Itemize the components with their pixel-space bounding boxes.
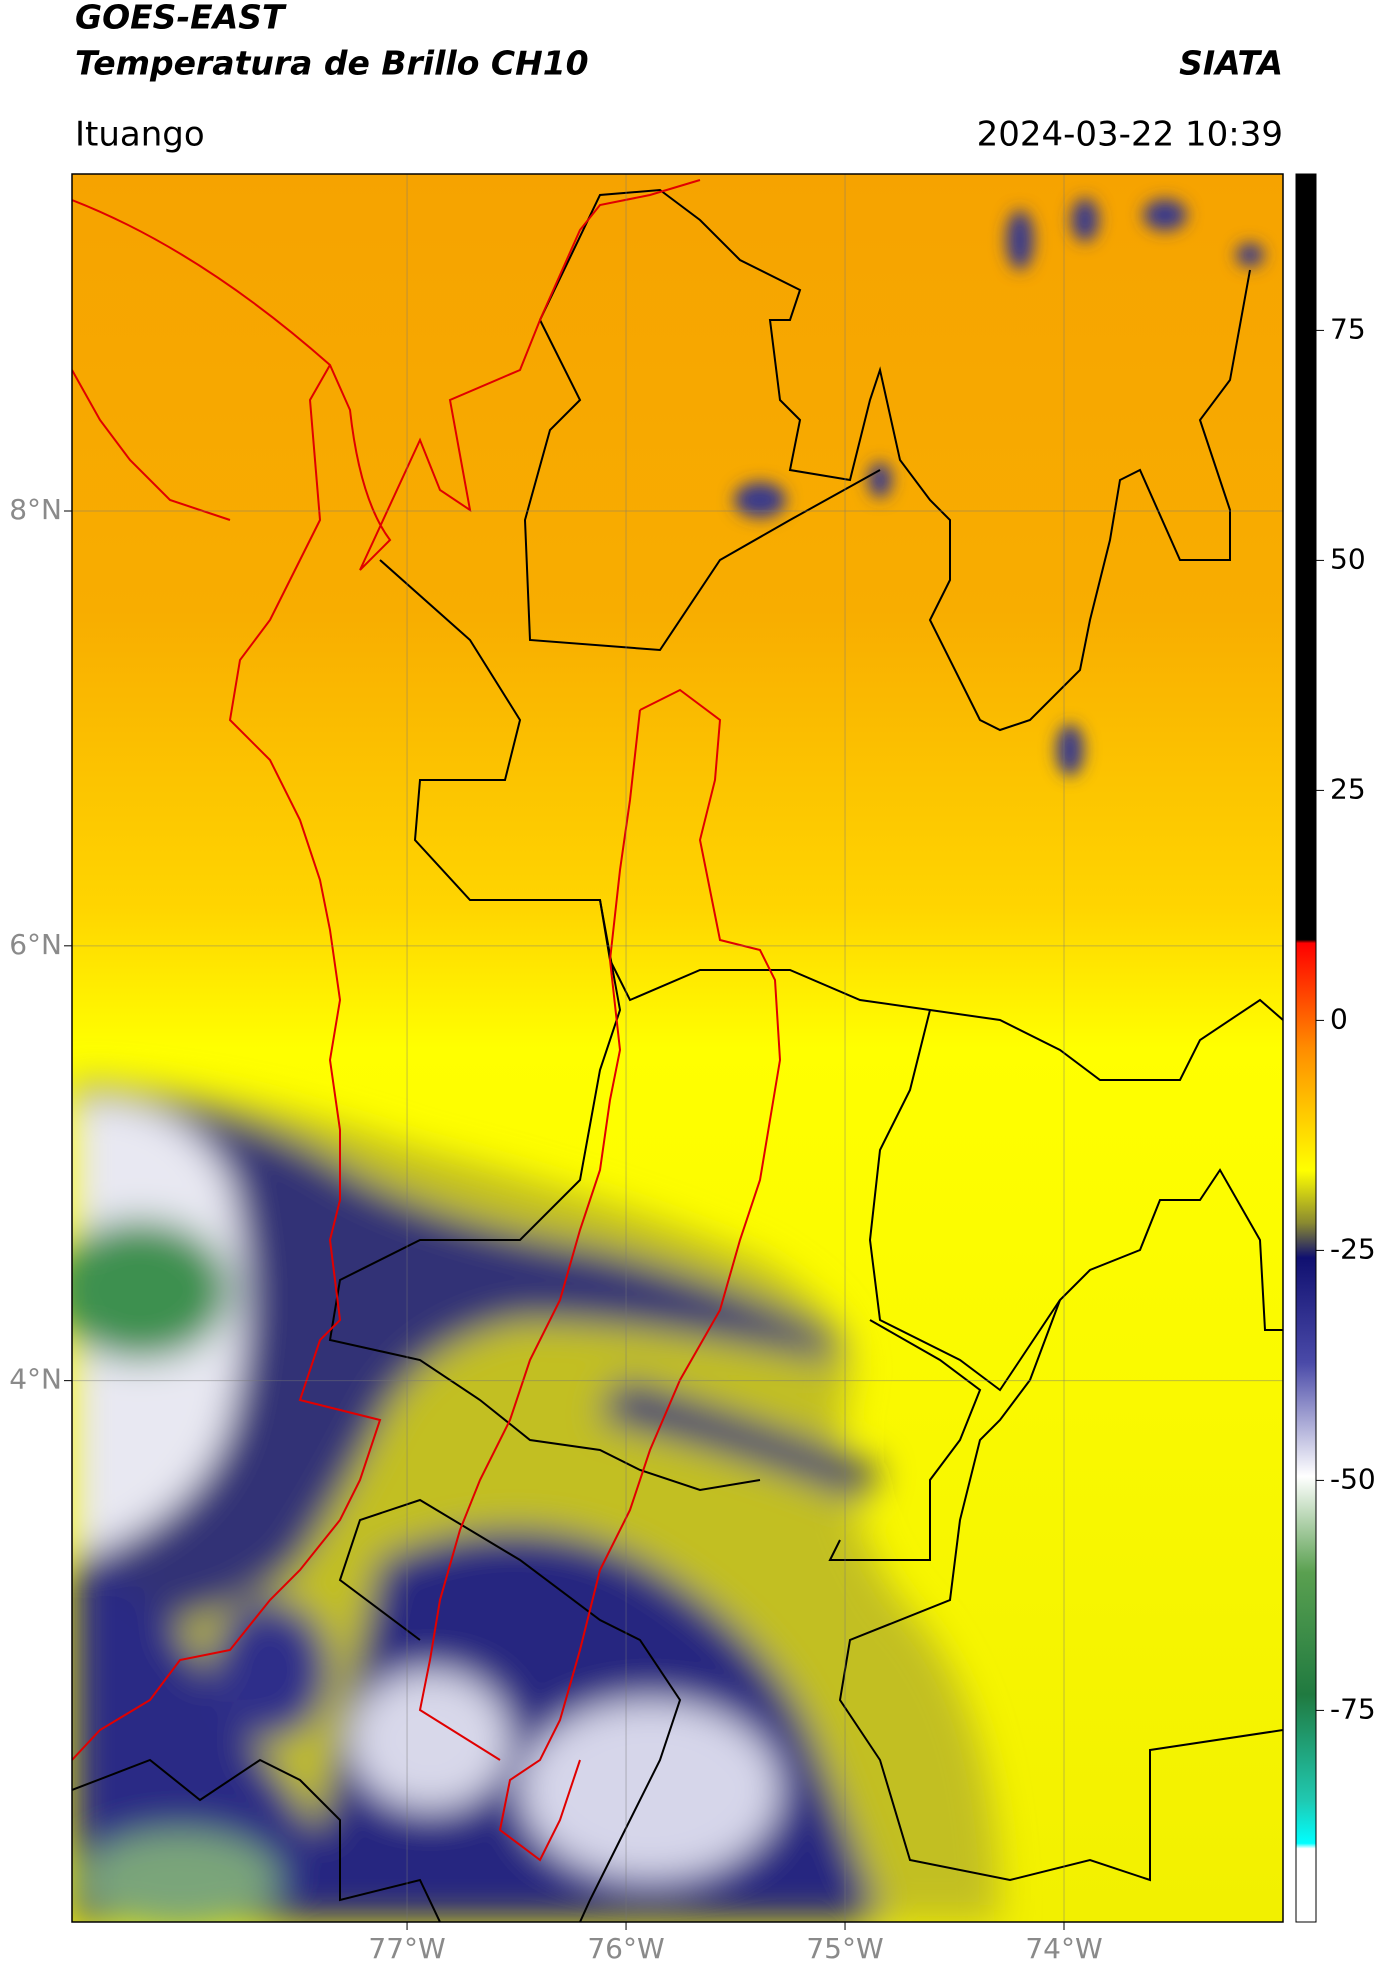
x-tick-label: 76°W: [587, 1932, 664, 1965]
colorbar-tick-label: -75: [1330, 1692, 1376, 1725]
satellite-image: [72, 174, 1283, 1922]
colorbar-tick-label: -25: [1330, 1232, 1376, 1265]
location: Ituango: [75, 115, 205, 155]
grid: [72, 174, 1283, 1922]
colorbar-tick-label: -50: [1330, 1462, 1376, 1495]
colorbar-tick-label: 75: [1330, 312, 1366, 345]
y-tick-label: 4°N: [9, 1363, 62, 1396]
map-frame: [71, 173, 1284, 1923]
subtitle: Temperatura de Brillo CH10: [75, 44, 589, 83]
colorbar-tick-label: 25: [1330, 772, 1366, 805]
x-tick-label: 77°W: [368, 1932, 445, 1965]
y-tick-label: 8°N: [9, 493, 62, 526]
colorbar-tick-label: 0: [1330, 1002, 1348, 1035]
colorbar: [1295, 173, 1317, 1923]
x-tick-label: 74°W: [1025, 1932, 1102, 1965]
y-tick-label: 6°N: [9, 928, 62, 961]
source: SIATA: [1179, 44, 1283, 83]
title: GOES-EAST: [75, 0, 287, 37]
colorbar-tick-label: 50: [1330, 542, 1366, 575]
datetime: 2024-03-22 10:39: [977, 115, 1283, 155]
x-tick-label: 75°W: [806, 1932, 883, 1965]
